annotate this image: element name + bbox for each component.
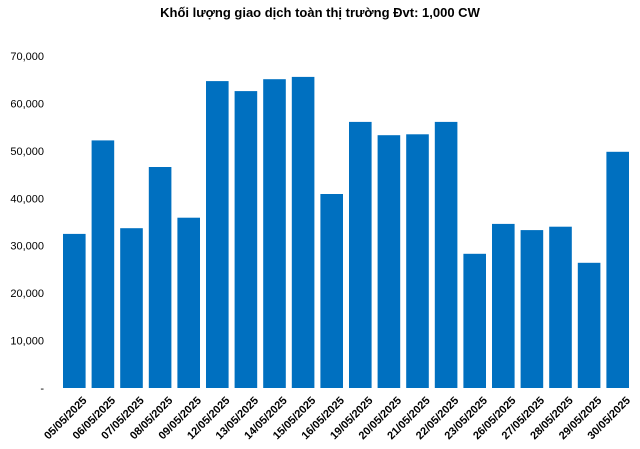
bar-05/05/2025 — [63, 233, 86, 388]
bar-07/05/2025 — [120, 228, 143, 388]
bar-19/05/2025 — [349, 121, 372, 389]
y-tick-label: 60,000 — [10, 98, 44, 110]
y-axis: - 10,000 20,000 30,000 40,000 50,000 60,000 70,… — [10, 51, 44, 395]
bar-21/05/2025 — [406, 134, 429, 388]
bar-26/05/2025 — [492, 223, 515, 388]
bar-29/05/2025 — [577, 262, 601, 388]
bar-09/05/2025 — [177, 217, 200, 388]
bar-28/05/2025 — [549, 226, 572, 388]
bar-13/05/2025 — [234, 91, 258, 388]
bar-22/05/2025 — [434, 121, 458, 389]
y-tick-label: 50,000 — [10, 146, 44, 158]
bar-20/05/2025 — [377, 135, 401, 388]
y-tick-label: 70,000 — [10, 51, 44, 63]
bar-16/05/2025 — [320, 194, 343, 388]
y-tick-label: 30,000 — [10, 241, 44, 253]
bar-14/05/2025 — [263, 79, 286, 388]
bars-group — [63, 76, 629, 389]
bar-08/05/2025 — [148, 167, 172, 388]
y-tick-label: 40,000 — [10, 193, 44, 205]
bar-30/05/2025 — [606, 151, 629, 388]
bar-15/05/2025 — [291, 76, 315, 389]
y-tick-label: 20,000 — [10, 288, 44, 300]
y-tick-label: - — [40, 383, 44, 395]
bar-27/05/2025 — [520, 230, 544, 388]
y-tick-label: 10,000 — [10, 336, 44, 348]
bar-06/05/2025 — [91, 140, 115, 388]
chart-title: Khối lượng giao dịch toàn thị trường Đvt… — [160, 5, 480, 20]
bar-12/05/2025 — [206, 81, 229, 388]
x-axis: 05/05/202506/05/202507/05/202508/05/2025… — [42, 395, 633, 442]
bar-23/05/2025 — [463, 253, 486, 388]
